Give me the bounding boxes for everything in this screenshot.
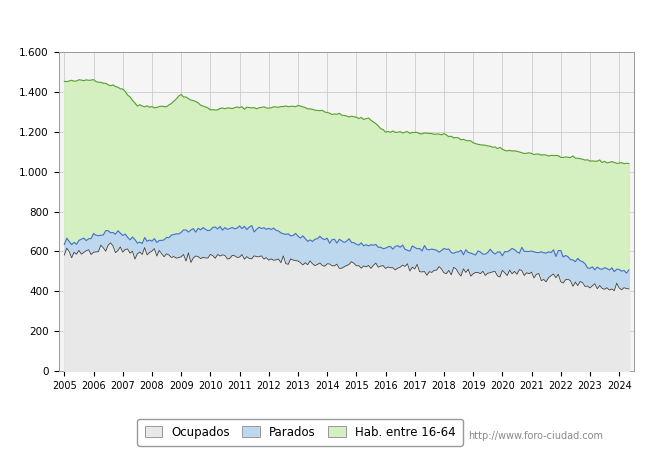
Legend: Ocupados, Parados, Hab. entre 16-64: Ocupados, Parados, Hab. entre 16-64 [138, 418, 463, 446]
Text: Cortes de Baza  -  Evolucion de la poblacion en edad de Trabajar Mayo de 2024: Cortes de Baza - Evolucion de la poblaci… [60, 17, 590, 30]
Text: http://www.foro-ciudad.com: http://www.foro-ciudad.com [468, 431, 603, 441]
